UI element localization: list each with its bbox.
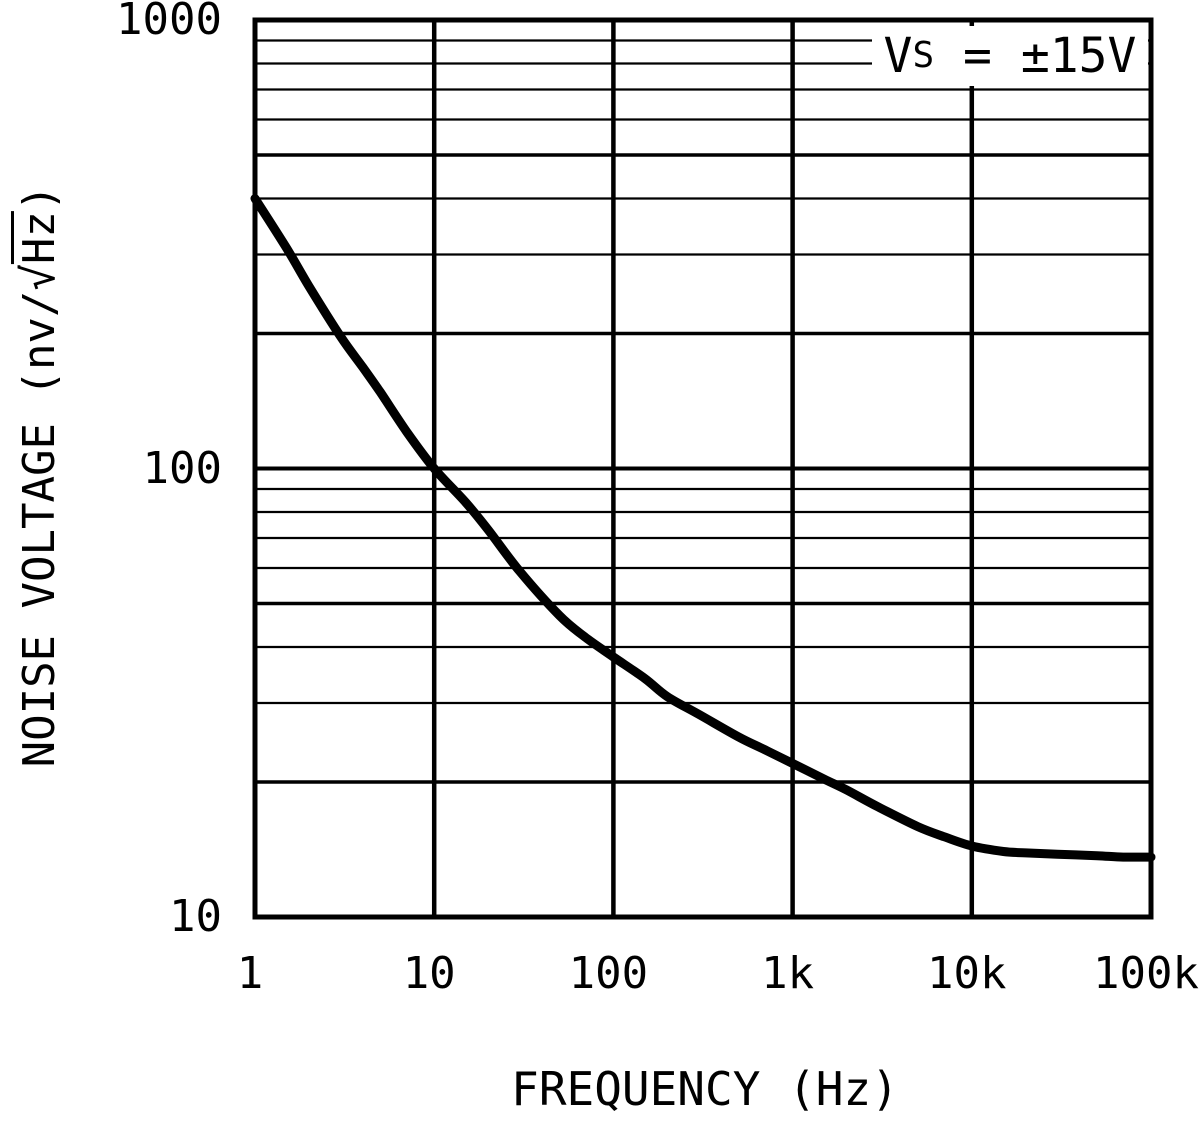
x-tick-label-10: 10 (402, 948, 456, 999)
noise-voltage-curve (250, 194, 1156, 862)
annotation-value: = ±15V (934, 28, 1137, 84)
y-tick-label-100: 100 (142, 442, 222, 494)
x-tick-label-1: 1 (236, 948, 264, 999)
x-tick-label-1k: 1k (761, 948, 815, 999)
plot-frame (252, 17, 1154, 920)
x-tick-label-100k: 100k (1093, 948, 1199, 999)
y-tick-label-10: 10 (169, 891, 222, 942)
x-tick-label-100: 100 (568, 948, 649, 999)
annotation-variable: V (883, 28, 913, 84)
y-tick-labels: 10 100 1000 (0, 0, 222, 1121)
x-axis-title: FREQUENCY (Hz) (511, 1062, 899, 1116)
x-tick-label-10k: 10k (927, 948, 1007, 999)
y-tick-label-1000: 1000 (116, 0, 222, 45)
